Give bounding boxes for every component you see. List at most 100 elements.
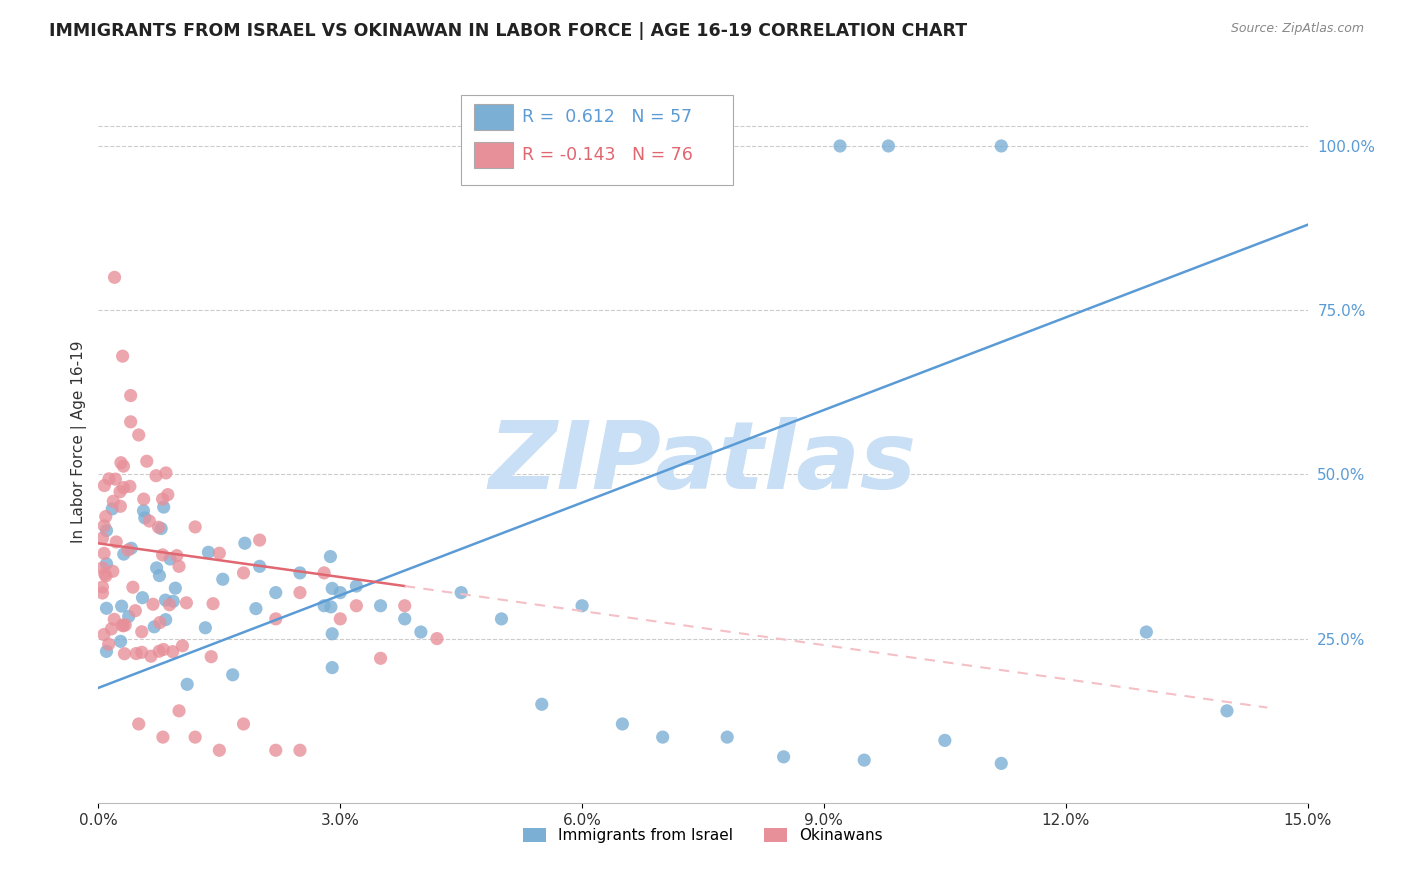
Point [104,472,127,486]
Point [103,612,125,626]
Point [91,561,114,575]
Point [94,569,117,583]
Point [184,520,207,534]
Point [211,572,233,586]
Point [103,494,125,508]
Point [91,580,114,594]
Point [176,596,198,610]
Point [651,730,673,744]
Point [450,585,472,599]
Point [96,524,118,538]
Point [321,660,343,674]
Point [264,743,287,757]
Point [152,548,174,562]
Point [112,547,135,561]
Point [159,598,181,612]
Point [321,582,343,596]
Point [101,501,124,516]
Point [96,601,118,615]
Point [314,566,336,580]
Point [98,472,121,486]
Point [491,612,513,626]
Point [97,637,120,651]
Point [111,599,134,614]
Point [162,594,184,608]
Point [1216,704,1239,718]
Point [370,599,392,613]
Point [108,484,131,499]
Point [152,500,174,514]
FancyBboxPatch shape [461,95,734,185]
Point [148,568,170,582]
FancyBboxPatch shape [474,143,513,169]
Point [132,492,155,507]
Point [232,566,254,580]
Point [94,567,117,582]
Point [288,743,311,757]
Point [103,270,125,285]
Point [110,500,132,514]
Point [94,509,117,524]
Point [612,717,634,731]
Point [150,522,173,536]
Point [329,612,352,626]
Point [93,518,115,533]
Text: IMMIGRANTS FROM ISRAEL VS OKINAWAN IN LABOR FORCE | AGE 16-19 CORRELATION CHART: IMMIGRANTS FROM ISRAEL VS OKINAWAN IN LA… [49,22,967,40]
Point [288,585,311,599]
Point [264,612,287,626]
Point [105,535,128,549]
Point [145,561,167,575]
Point [155,466,177,480]
Point [124,604,146,618]
Point [990,756,1012,771]
Point [321,627,343,641]
Y-axis label: In Labor Force | Age 16-19: In Labor Force | Age 16-19 [72,340,87,543]
Text: R =  0.612   N = 57: R = 0.612 N = 57 [522,108,692,126]
Point [184,730,207,744]
Point [370,651,392,665]
Point [344,599,367,613]
Point [409,625,432,640]
Point [152,730,174,744]
Point [530,698,553,712]
Point [128,717,150,731]
Point [194,621,217,635]
Point [131,624,153,639]
Point [152,492,174,507]
Text: Source: ZipAtlas.com: Source: ZipAtlas.com [1230,22,1364,36]
Point [143,620,166,634]
Point [139,649,162,664]
Point [159,552,181,566]
Point [716,730,738,744]
Point [91,531,114,545]
Point [93,546,115,560]
Point [93,627,115,641]
Point [344,579,367,593]
Point [120,415,142,429]
Text: ZIPatlas: ZIPatlas [489,417,917,509]
Point [149,615,172,630]
Point [166,549,188,563]
Point [101,564,124,578]
Point [934,733,956,747]
Point [110,456,132,470]
Point [132,504,155,518]
Point [167,704,190,718]
Point [233,536,256,550]
Point [245,601,267,615]
Point [131,591,153,605]
Point [165,581,187,595]
Point [148,520,170,534]
Point [394,612,416,626]
Point [1135,625,1157,640]
Point [990,139,1012,153]
Point [112,481,135,495]
Point [145,468,167,483]
Point [120,541,142,556]
Point [200,649,222,664]
Point [221,668,243,682]
Point [877,139,900,153]
Point [232,717,254,731]
Point [100,622,122,636]
Point [249,533,271,547]
